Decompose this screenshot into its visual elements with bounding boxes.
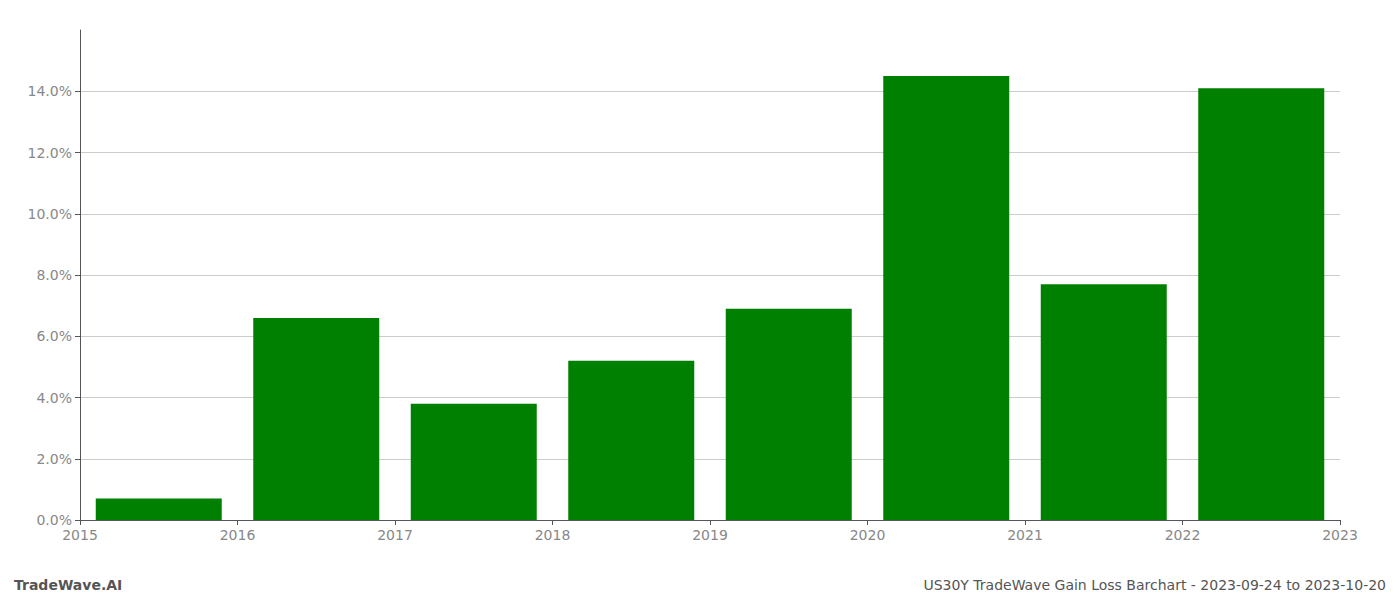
svg-text:TradeWave.AI: TradeWave.AI [14,577,122,593]
svg-text:12.0%: 12.0% [28,145,72,161]
svg-text:8.0%: 8.0% [36,267,72,283]
svg-text:2018: 2018 [535,527,571,543]
svg-text:2022: 2022 [1165,527,1201,543]
svg-text:2.0%: 2.0% [36,451,72,467]
svg-text:2023: 2023 [1322,527,1358,543]
svg-text:2021: 2021 [1007,527,1043,543]
svg-text:6.0%: 6.0% [36,328,72,344]
svg-text:0.0%: 0.0% [36,512,72,528]
svg-text:14.0%: 14.0% [28,83,72,99]
svg-text:US30Y TradeWave Gain Loss Barc: US30Y TradeWave Gain Loss Barchart - 202… [923,577,1386,593]
svg-text:2017: 2017 [377,527,413,543]
svg-text:4.0%: 4.0% [36,390,72,406]
svg-text:2019: 2019 [692,527,728,543]
svg-text:2015: 2015 [62,527,98,543]
svg-text:10.0%: 10.0% [28,206,72,222]
svg-text:2016: 2016 [220,527,256,543]
svg-text:2020: 2020 [850,527,886,543]
